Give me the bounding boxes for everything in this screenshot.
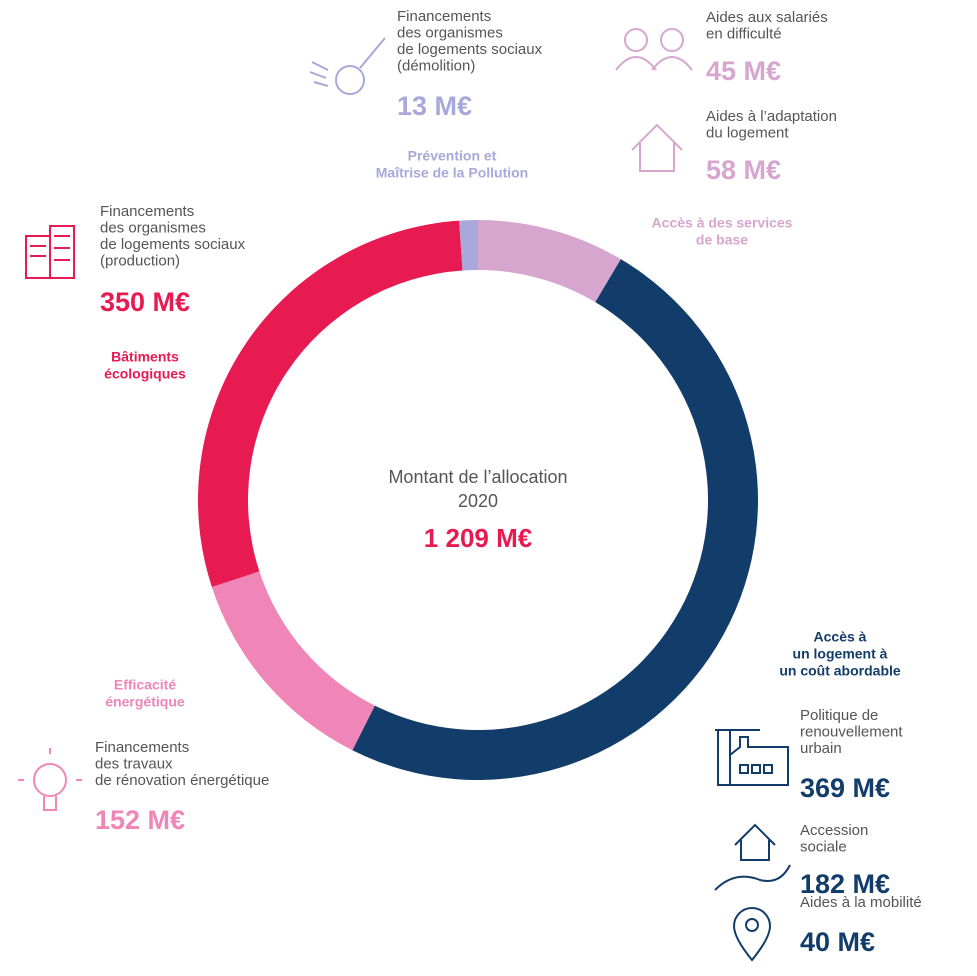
item-value: 182 M€	[800, 869, 890, 899]
category-label: énergétique	[105, 694, 185, 710]
bulb-icon	[18, 748, 82, 811]
item-value: 13 M€	[397, 91, 472, 121]
donut-segment	[211, 571, 375, 751]
house-icon	[631, 123, 683, 172]
item-text: sociale	[800, 838, 847, 855]
category-label: Efficacité	[114, 677, 176, 693]
urban-icon	[715, 729, 789, 786]
pin-icon	[732, 907, 772, 962]
item-text: de rénovation énergétique	[95, 772, 269, 789]
item-text: (démolition)	[397, 57, 475, 74]
hand-house-icon	[714, 823, 791, 891]
item-text: renouvellement	[800, 723, 903, 740]
item-value: 350 M€	[100, 287, 190, 317]
building-icon	[25, 225, 75, 279]
item-value: 45 M€	[706, 56, 781, 86]
item-text: des organismes	[397, 24, 503, 41]
item-text: (production)	[100, 252, 180, 269]
category-label: Accès à	[814, 629, 867, 645]
center-label: Montant de l’allocation	[388, 467, 567, 487]
category-label: Bâtiments	[111, 349, 179, 365]
donut	[197, 220, 759, 781]
item-text: Aides aux salariés	[706, 9, 828, 26]
item-text: de logements sociaux	[397, 41, 543, 58]
category-label: un coût abordable	[779, 663, 901, 679]
category-label: de base	[696, 232, 748, 248]
donut-segment	[352, 259, 759, 781]
item-value: 369 M€	[800, 773, 890, 803]
item-text: en difficulté	[706, 25, 782, 42]
item-text: des organismes	[100, 219, 206, 236]
item-value: 152 M€	[95, 805, 185, 835]
item-text: Aides à l’adaptation	[706, 108, 837, 125]
donut-segment	[478, 220, 621, 303]
category-label: un logement à	[793, 646, 888, 662]
item-text: Financements	[397, 8, 491, 25]
item-text: du logement	[706, 124, 789, 141]
center-year: 2020	[458, 491, 498, 511]
item-text: Aides à la mobilité	[800, 894, 922, 911]
item-text: urbain	[800, 740, 842, 757]
donut-segment	[459, 220, 478, 271]
item-text: Accession	[800, 822, 868, 839]
category-label: Prévention et	[408, 148, 497, 164]
wrecking-ball-icon	[309, 37, 386, 95]
category-label: Accès à des services	[652, 215, 793, 231]
item-text: Financements	[95, 739, 189, 756]
item-text: des travaux	[95, 755, 173, 772]
item-value: 58 M€	[706, 155, 781, 185]
donut-segment	[197, 220, 463, 587]
center-total: 1 209 M€	[424, 523, 532, 553]
item-text: Politique de	[800, 707, 878, 724]
people-icon	[615, 28, 693, 71]
category-label: écologiques	[104, 366, 186, 382]
item-text: Financements	[100, 203, 194, 220]
item-text: de logements sociaux	[100, 236, 246, 253]
item-value: 40 M€	[800, 927, 875, 957]
category-label: Maîtrise de la Pollution	[376, 165, 528, 181]
icons	[18, 28, 791, 962]
